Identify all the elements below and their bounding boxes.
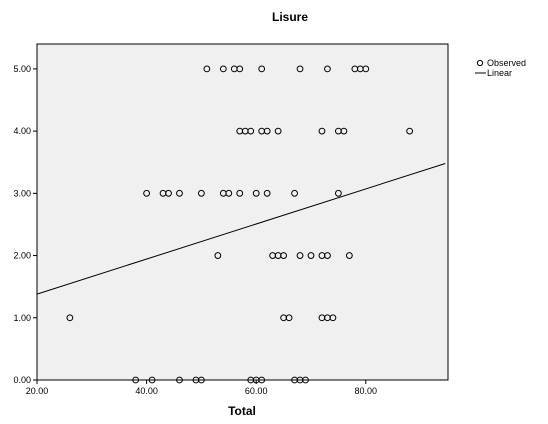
observed-point: [132, 376, 140, 384]
y-tick-label: 4.00: [13, 126, 31, 136]
observed-point: [318, 127, 326, 135]
x-tick-label: 20.00: [26, 386, 49, 396]
y-tick-label: 3.00: [13, 188, 31, 198]
x-axis: 20.00 40.00 60.00 80.00: [26, 380, 377, 396]
observed-point: [296, 65, 304, 73]
observed-point: [66, 314, 74, 322]
linear-fit-layer: [36, 162, 446, 295]
observed-point: [340, 127, 348, 135]
legend-label-linear: Linear: [487, 68, 512, 78]
y-tick-label: 1.00: [13, 313, 31, 323]
observed-point: [406, 127, 414, 135]
observed-point: [252, 189, 260, 197]
observed-point: [176, 376, 183, 384]
observed-point: [280, 252, 288, 259]
observed-point: [307, 252, 315, 259]
observed-point: [285, 314, 293, 322]
observed-point: [203, 65, 211, 73]
legend-label-observed: Observed: [487, 58, 526, 68]
observed-point: [165, 189, 172, 197]
y-tick-label: 2.00: [13, 251, 31, 261]
observed-point: [324, 252, 331, 259]
observed-point: [274, 127, 282, 135]
observed-points-layer: [66, 65, 414, 384]
observed-point: [345, 252, 353, 259]
observed-point: [291, 189, 298, 197]
observed-point: [329, 314, 337, 322]
plot-area: [36, 43, 449, 381]
observed-point: [198, 376, 205, 384]
observed-point: [258, 376, 266, 384]
linear-fit-line: [36, 162, 446, 295]
observed-point: [198, 189, 205, 197]
chart-title: Lisure: [272, 10, 308, 24]
observed-point: [263, 127, 271, 135]
observed-point: [236, 65, 244, 73]
x-tick-label: 40.00: [135, 386, 158, 396]
observed-point: [258, 65, 266, 73]
y-tick-label: 5.00: [13, 64, 31, 74]
observed-point: [263, 189, 271, 197]
observed-point: [148, 376, 156, 384]
observed-point: [214, 252, 222, 259]
observed-point: [324, 65, 331, 73]
legend-marker-observed: [476, 59, 484, 67]
observed-point: [302, 376, 309, 384]
observed-point: [236, 189, 244, 197]
legend: Observed Linear: [475, 58, 526, 78]
observed-point: [219, 65, 227, 73]
observed-point: [225, 189, 233, 197]
observed-point: [296, 252, 304, 259]
observed-point: [335, 189, 342, 197]
observed-point: [143, 189, 151, 197]
y-tick-label: 0.00: [13, 375, 31, 385]
y-axis: 0.00 1.00 2.00 3.00 4.00 5.00: [13, 64, 37, 385]
x-tick-label: 80.00: [355, 386, 378, 396]
observed-point: [362, 65, 370, 73]
observed-point: [176, 189, 183, 197]
observed-point: [247, 127, 255, 135]
x-tick-label: 60.00: [245, 386, 268, 396]
x-axis-label: Total: [228, 404, 256, 418]
